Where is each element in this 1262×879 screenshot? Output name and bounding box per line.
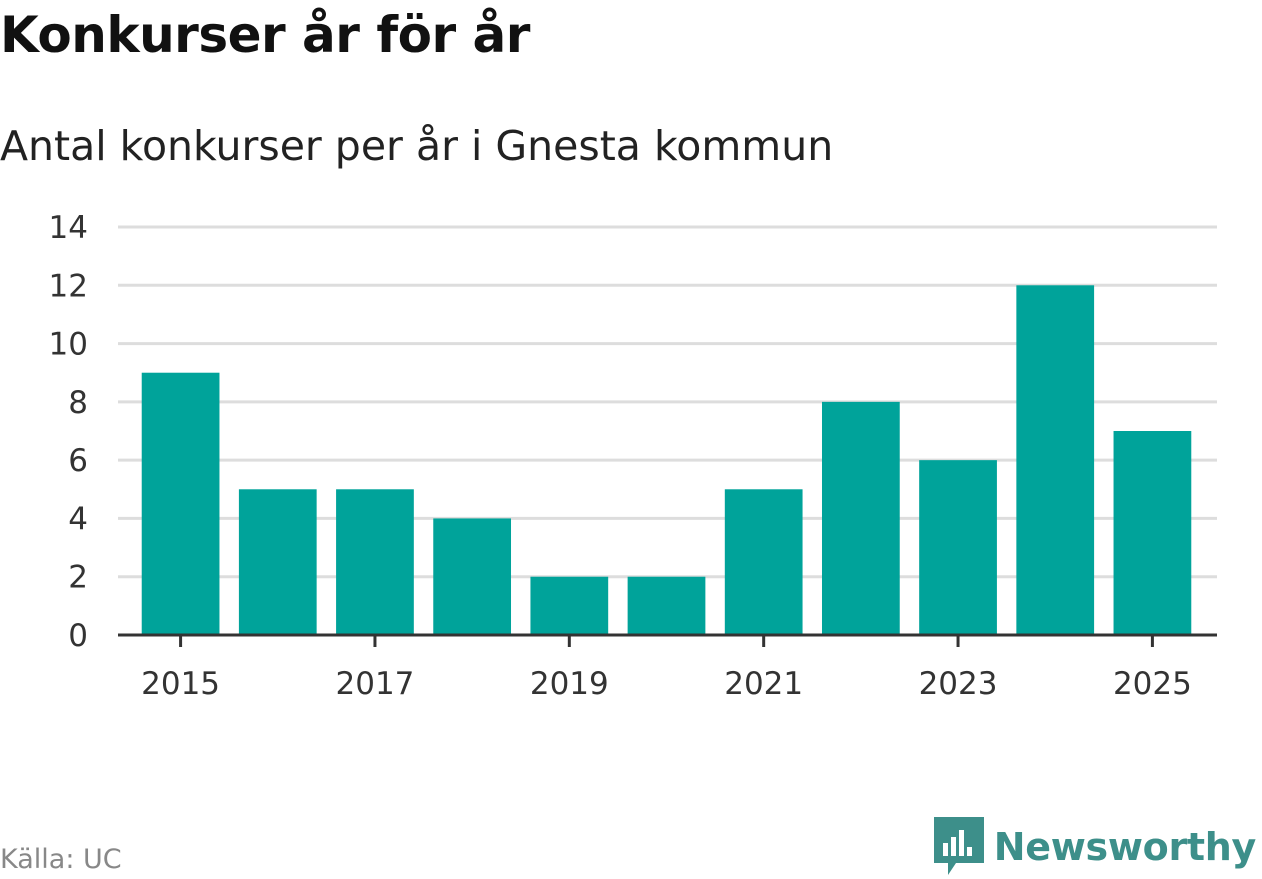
bar-2018 <box>433 518 512 635</box>
bar-2017 <box>336 489 414 635</box>
bars <box>141 285 1192 635</box>
y-tick-label: 2 <box>68 560 88 596</box>
x-axis: 2015 2017 2019 2021 2023 2025 <box>118 633 1217 702</box>
bar-2016 <box>238 489 317 635</box>
newsworthy-logo-icon <box>933 817 984 875</box>
chart-title: Konkurser år för år <box>0 6 530 64</box>
bar-2021 <box>724 489 803 635</box>
y-tick-label: 10 <box>49 327 88 363</box>
chart-subtitle: Antal konkurser per år i Gnesta kommun <box>0 122 834 170</box>
brand-name: Newsworthy <box>993 825 1257 869</box>
x-tick-label: 2019 <box>530 666 609 702</box>
bar-2024 <box>1016 285 1095 635</box>
x-tick-label: 2015 <box>141 666 220 702</box>
y-tick-label: 4 <box>68 501 88 537</box>
y-tick-label: 0 <box>68 618 88 654</box>
bar-2022 <box>821 401 900 635</box>
x-tick-label: 2025 <box>1113 666 1192 702</box>
bar-2015 <box>141 372 220 635</box>
y-tick-label: 8 <box>68 385 88 421</box>
bar-2020 <box>627 576 706 635</box>
bar-2025 <box>1113 431 1192 635</box>
bar-2019 <box>530 576 609 635</box>
x-tick-label: 2017 <box>336 666 415 702</box>
y-tick-label: 12 <box>49 268 88 304</box>
y-tick-label: 14 <box>49 210 88 246</box>
brand-logo: Newsworthy <box>933 817 1257 877</box>
y-axis-labels: 0 2 4 6 8 10 12 14 <box>49 210 88 654</box>
bar-2023 <box>919 460 997 635</box>
source-note: Källa: UC <box>0 844 122 875</box>
x-tick-label: 2023 <box>919 666 998 702</box>
y-tick-label: 6 <box>68 443 88 479</box>
x-tick-label: 2021 <box>724 666 803 702</box>
